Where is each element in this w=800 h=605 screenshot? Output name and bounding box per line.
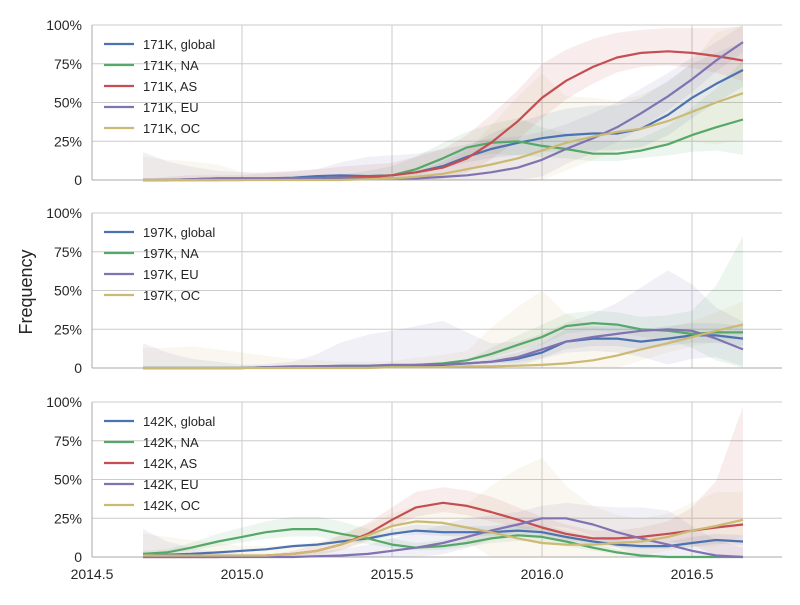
series-line	[143, 92, 744, 182]
legend-label: 171K, AS	[143, 79, 198, 94]
y-tick-label: 75%	[54, 244, 82, 260]
series-line	[143, 41, 744, 182]
y-tick-label: 0	[74, 549, 82, 565]
y-tick-label: 25%	[54, 133, 82, 149]
legend-label: 142K, OC	[143, 498, 200, 513]
x-tick-label: 2015.0	[221, 566, 264, 582]
y-tick-label: 75%	[54, 56, 82, 72]
confidence-band	[143, 60, 743, 180]
y-tick-label: 50%	[54, 472, 82, 488]
confidence-band	[143, 290, 743, 368]
legend-label: 171K, OC	[143, 121, 200, 136]
chart-panel-1: 0 25% 50% 75% 100% 171K, global 171K, NA 171K, …	[46, 17, 782, 188]
confidence-band	[143, 270, 743, 368]
y-tick-label: 25%	[54, 321, 82, 337]
legend-label: 197K, OC	[143, 288, 200, 303]
x-tick-label: 2015.5	[371, 566, 414, 582]
y-tick-label: 50%	[54, 95, 82, 111]
legend-label: 171K, NA	[143, 58, 199, 73]
y-tick-label: 0	[74, 360, 82, 376]
series-line	[143, 518, 744, 557]
x-tick-label: 2014.5	[71, 566, 114, 582]
x-tick-label: 2016.5	[671, 566, 714, 582]
legend-label: 171K, global	[143, 37, 215, 52]
chart-panel-3: 0 25% 50% 75% 100% 2014.5 2015.0 2015.5 2016.0 20…	[46, 394, 782, 582]
series-line	[142, 527, 743, 559]
confidence-band	[143, 25, 743, 180]
y-tick-label: 100%	[46, 17, 82, 33]
confidence-band	[143, 522, 743, 556]
legend-label: 171K, EU	[143, 100, 199, 115]
x-tick-label: 2016.0	[521, 566, 564, 582]
legend-label: 142K, NA	[143, 435, 199, 450]
y-axis-label: Frequency	[16, 249, 36, 334]
legend-label: 142K, global	[143, 414, 215, 429]
y-tick-label: 25%	[54, 510, 82, 526]
y-tick-label: 75%	[54, 433, 82, 449]
series-line	[143, 517, 744, 559]
y-tick-label: 100%	[46, 205, 82, 221]
confidence-band	[143, 406, 743, 557]
y-tick-label: 0	[74, 172, 82, 188]
confidence-band	[143, 25, 743, 180]
series-line	[142, 529, 744, 557]
legend-label: 142K, EU	[143, 477, 199, 492]
confidence-band	[143, 42, 743, 180]
confidence-band	[143, 457, 743, 557]
legend-label: 142K, AS	[143, 456, 198, 471]
y-tick-label: 50%	[54, 283, 82, 299]
y-tick-label: 100%	[46, 394, 82, 410]
legend-label: 197K, EU	[143, 267, 199, 282]
chart-panel-2: 0 25% 50% 75% 100% 197K, global 197K, NA 197K, …	[46, 205, 782, 376]
series-line	[143, 323, 744, 370]
legend-label: 197K, global	[143, 225, 215, 240]
confidence-band	[143, 502, 743, 557]
confidence-band	[143, 26, 743, 180]
legend-label: 197K, NA	[143, 246, 199, 261]
confidence-band	[143, 323, 743, 368]
